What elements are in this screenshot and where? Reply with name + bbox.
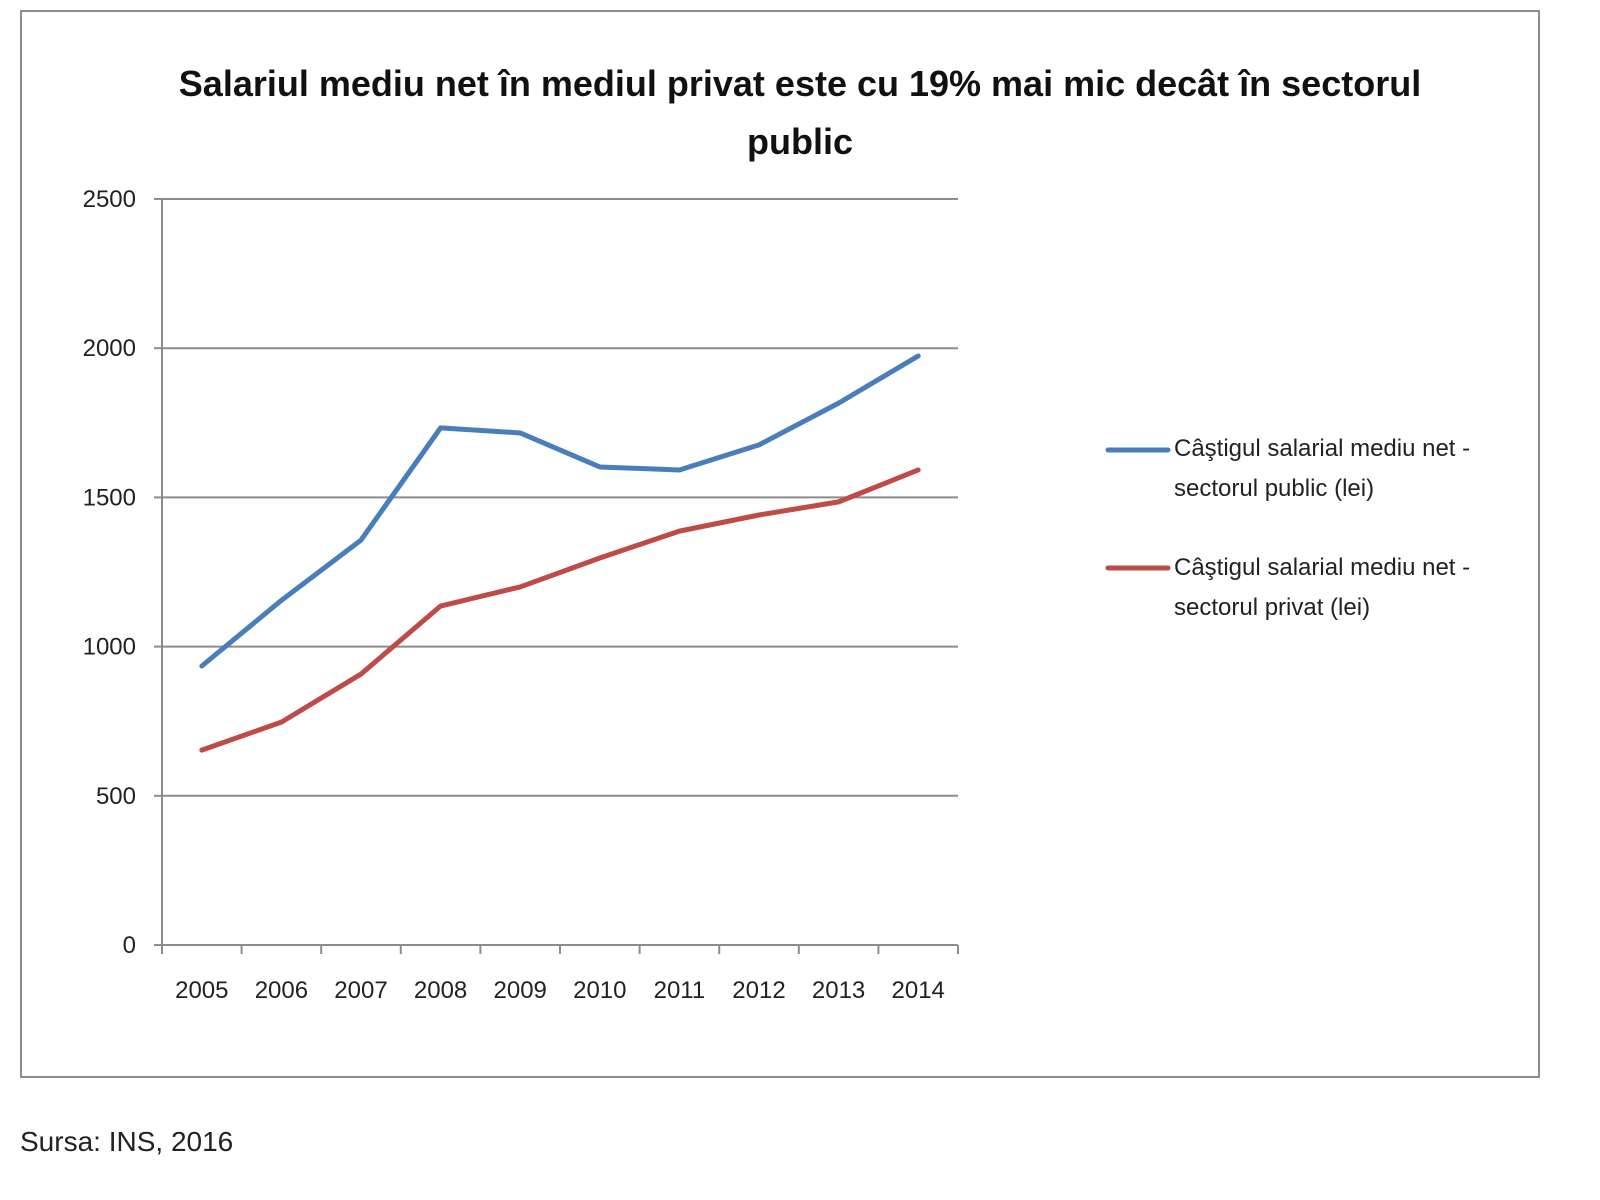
chart-frame [20, 10, 1540, 1078]
x-tick-label: 2007 [334, 977, 387, 1004]
y-tick-label: 2500 [83, 186, 136, 213]
legend-public-label-2: sectorul public (lei) [1174, 475, 1375, 502]
y-tick-label: 2000 [83, 335, 136, 362]
legend-public-label-1: Câştigul salarial mediu net - [1174, 435, 1471, 462]
legend-private: Câştigul salarial mediu net - sectorul p… [1174, 548, 1470, 628]
series-line-private [199, 467, 921, 753]
x-tick-label: 2005 [175, 977, 228, 1004]
y-tick-label: 1000 [83, 634, 136, 661]
x-tick-label: 2011 [654, 977, 706, 1004]
x-tick-label: 2009 [494, 977, 547, 1004]
x-tick-label: 2013 [812, 977, 865, 1004]
y-tick-label: 500 [96, 783, 136, 810]
x-tick-label: 2014 [892, 977, 945, 1004]
legend-private-label-2: sectorul privat (lei) [1174, 594, 1371, 621]
x-tick-label: 2008 [414, 977, 467, 1004]
legend-private-label-1: Câştigul salarial mediu net - [1174, 554, 1471, 581]
x-tick-label: 2012 [732, 977, 785, 1004]
series-line-public [199, 353, 921, 669]
x-tick-label: 2006 [255, 977, 308, 1004]
source-note: Sursa: INS, 2016 [20, 1126, 234, 1157]
y-tick-label: 0 [123, 932, 136, 959]
legend-public: Câştigul salarial mediu net - sectorul p… [1174, 429, 1470, 509]
y-tick-label: 1500 [83, 484, 136, 511]
x-tick-label: 2010 [573, 977, 626, 1004]
chart-title: Salariul mediu net în mediul privat este… [178, 63, 1422, 162]
